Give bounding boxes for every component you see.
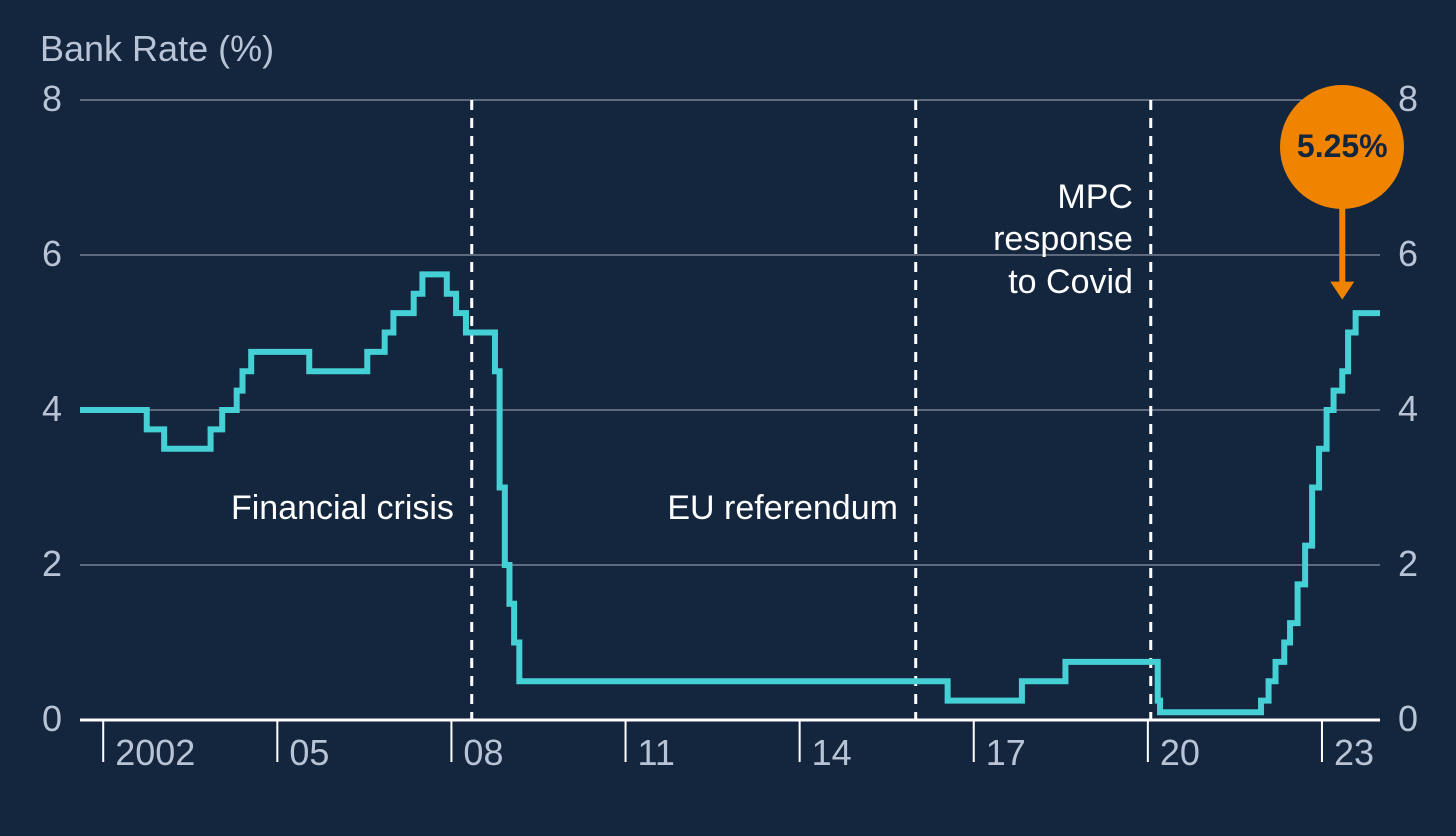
y-tick-left: 0 xyxy=(42,698,62,740)
x-tick: 08 xyxy=(463,732,503,774)
y-tick-left: 2 xyxy=(42,543,62,585)
current-rate-value: 5.25% xyxy=(1297,128,1388,165)
y-tick-left: 8 xyxy=(42,78,62,120)
x-tick: 2002 xyxy=(115,732,195,774)
x-tick: 17 xyxy=(986,732,1026,774)
event-annotation: Financial crisis xyxy=(231,487,454,530)
x-tick: 05 xyxy=(289,732,329,774)
y-tick-right: 6 xyxy=(1398,233,1418,275)
event-annotation: EU referendum xyxy=(667,487,898,530)
x-tick: 23 xyxy=(1334,732,1374,774)
y-tick-left: 4 xyxy=(42,388,62,430)
x-tick: 20 xyxy=(1160,732,1200,774)
bank-rate-chart: Bank Rate (%) 02468 02468 20020508111417… xyxy=(0,0,1456,836)
y-tick-left: 6 xyxy=(42,233,62,275)
x-tick: 14 xyxy=(812,732,852,774)
y-tick-right: 4 xyxy=(1398,388,1418,430)
x-tick: 11 xyxy=(638,732,675,774)
current-rate-callout: 5.25% xyxy=(1280,85,1404,209)
y-tick-right: 2 xyxy=(1398,543,1418,585)
y-tick-right: 8 xyxy=(1398,78,1418,120)
y-tick-right: 0 xyxy=(1398,698,1418,740)
chart-canvas xyxy=(0,0,1456,836)
event-annotation: MPC response to Covid xyxy=(993,176,1133,304)
